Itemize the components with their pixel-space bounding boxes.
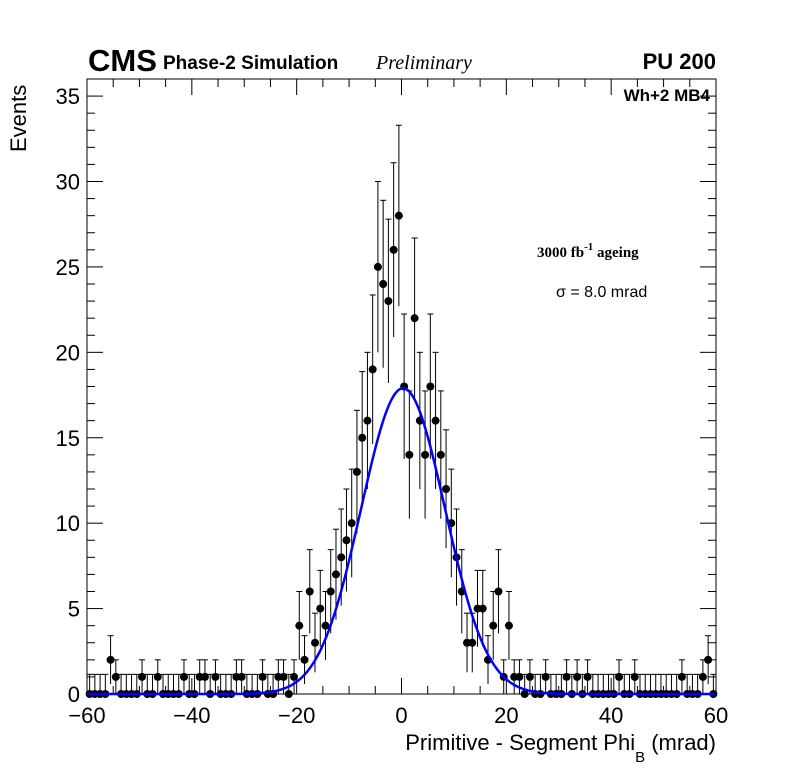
data-point [311, 638, 320, 647]
y-tick-label: 25 [56, 255, 80, 280]
data-point [331, 570, 340, 579]
data-point [358, 433, 367, 442]
data-point [630, 672, 639, 681]
y-tick-label: 15 [56, 426, 80, 451]
data-point [704, 655, 713, 664]
data-point [442, 485, 451, 493]
data-point [468, 638, 477, 647]
data-point [431, 416, 440, 425]
data-point [321, 621, 330, 630]
y-tick-label: 0 [68, 682, 80, 707]
data-point [389, 245, 398, 254]
data-point [677, 672, 686, 681]
data-point [520, 690, 529, 698]
ageing-suffix: ageing [593, 245, 639, 261]
data-point [541, 672, 550, 681]
data-point [515, 672, 524, 681]
data-point [316, 604, 325, 613]
data-point [615, 672, 624, 681]
data-point [347, 519, 356, 528]
data-point [379, 280, 388, 288]
x-tick-label: 60 [704, 703, 728, 728]
data-point [410, 314, 419, 323]
data-point [405, 450, 414, 459]
data-point [525, 672, 534, 681]
x-tick-label: −20 [278, 703, 315, 728]
ageing-lumi: 3000 fb [537, 245, 584, 261]
data-point [373, 262, 382, 271]
data-point [284, 690, 293, 698]
data-point [237, 672, 246, 681]
data-point [342, 536, 351, 545]
x-axis-title-main: Primitive - Segment Phi [405, 730, 635, 755]
data-point [489, 621, 498, 630]
data-point [300, 655, 309, 664]
data-point [478, 604, 487, 613]
region-label: Wh+2 MB4 [624, 86, 711, 105]
cms-logo-text: CMS [88, 43, 157, 78]
x-axis-title-unit: (mrad) [645, 730, 716, 755]
axis-ticks: −60 −40 −20 0 20 40 60 0 5 10 15 20 25 30 35 [56, 78, 728, 728]
data-point [494, 587, 503, 596]
data-point [153, 672, 162, 681]
ageing-label: 3000 fb-1 ageing [537, 241, 639, 261]
data-point [426, 382, 435, 391]
data-point [421, 450, 430, 459]
data-point [106, 655, 115, 664]
data-point [290, 672, 299, 681]
data-point [258, 672, 267, 681]
gaussian-fit-curve [87, 386, 716, 696]
data-point [384, 297, 393, 306]
data-point [583, 672, 592, 681]
y-tick-label: 20 [56, 340, 80, 365]
data-point [363, 416, 372, 425]
header-status: Preliminary [375, 52, 472, 74]
data-point [200, 672, 209, 681]
data-point [305, 587, 314, 596]
data-point [436, 450, 445, 459]
data-point [573, 672, 582, 681]
x-axis-title-subscript: B [635, 749, 645, 766]
header-subtitle: Phase-2 Simulation [163, 53, 338, 74]
x-tick-label: −60 [68, 703, 105, 728]
data-point [138, 672, 147, 681]
y-tick-label: 10 [56, 511, 80, 536]
data-point [279, 672, 288, 681]
data-point [211, 672, 220, 681]
x-tick-label: 20 [494, 703, 518, 728]
data-point [337, 553, 346, 562]
pileup-label: PU 200 [643, 49, 716, 74]
data-point [111, 672, 120, 681]
x-axis-title: Primitive - Segment PhiB (mrad) [405, 730, 716, 766]
data-point [504, 621, 513, 630]
x-tick-label: 40 [599, 703, 623, 728]
y-axis-title: Events [6, 85, 31, 152]
y-tick-label: 5 [68, 597, 80, 622]
data-point [562, 672, 571, 681]
x-tick-label: −40 [173, 703, 210, 728]
data-point [352, 467, 361, 476]
y-tick-label: 30 [56, 170, 80, 195]
ageing-lumi-exponent: -1 [584, 241, 593, 253]
sigma-label: σ = 8.0 mrad [556, 284, 647, 301]
data-point [326, 587, 335, 596]
y-tick-label: 35 [56, 84, 80, 109]
data-point [295, 621, 304, 630]
x-tick-label: 0 [395, 703, 407, 728]
data-point [179, 672, 188, 681]
data-point [698, 672, 707, 681]
data-point [394, 211, 403, 220]
data-point [368, 365, 377, 374]
